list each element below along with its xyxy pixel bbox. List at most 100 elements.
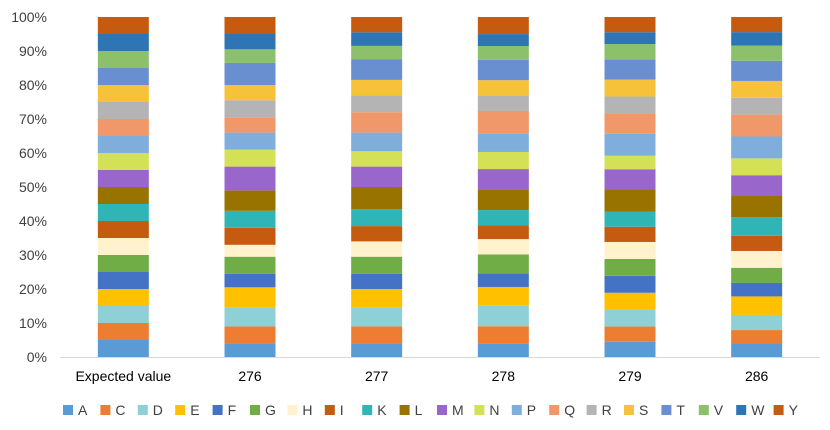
x-tick-label: Expected value (75, 368, 171, 384)
bar-segment-K (351, 209, 403, 227)
bar-segment-C (604, 326, 656, 342)
legend-label: A (78, 402, 88, 418)
bar-segment-A (351, 343, 403, 357)
bar-segment-E (731, 296, 783, 315)
bar-segment-W (731, 32, 783, 46)
bar-segment-N (604, 155, 656, 170)
bar-segment-L (604, 189, 656, 212)
y-tick-label: 100% (11, 9, 47, 25)
bar-segment-Q (97, 119, 149, 136)
bar-segment-H (731, 250, 783, 268)
bar-segment-A (477, 343, 529, 357)
legend-label: R (602, 402, 612, 418)
bar-segment-S (97, 85, 149, 102)
bar-segment-H (224, 244, 276, 257)
bar-segment-F (604, 275, 656, 293)
legend-label: I (340, 402, 344, 418)
bar-segment-I (224, 227, 276, 245)
bar-segment-S (477, 80, 529, 96)
bar-segment-D (604, 309, 656, 327)
bar-segment-E (97, 289, 149, 306)
legend-label: Y (789, 402, 799, 418)
bar-segment-T (224, 62, 276, 85)
bar-segment-G (477, 254, 529, 274)
bar-segment-V (604, 44, 656, 60)
bar-segment-C (351, 326, 403, 344)
bar-segment-N (224, 149, 276, 167)
y-tick-label: 70% (19, 111, 47, 127)
bar-segment-L (351, 187, 403, 210)
bar-segment-N (351, 151, 403, 167)
bar-segment-W (97, 34, 149, 51)
bar-segment-M (477, 169, 529, 190)
bar-segment-M (97, 170, 149, 187)
bar-segment-G (604, 258, 656, 276)
bar-segment-Q (604, 113, 656, 134)
legend-swatch (736, 405, 747, 415)
bar-segment-F (351, 273, 403, 289)
bar-segment-D (224, 307, 276, 327)
legend-label: L (415, 402, 423, 418)
bar-segment-W (351, 32, 403, 46)
bar-segment-V (351, 45, 403, 60)
legend-label: E (190, 402, 199, 418)
bar-segment-S (604, 79, 656, 97)
y-tick-label: 0% (27, 349, 47, 365)
legend-swatch (63, 405, 73, 415)
bar-segment-Q (477, 110, 529, 134)
bar-segment-E (351, 289, 403, 308)
legend-swatch (100, 405, 111, 415)
bar-segment-T (477, 59, 529, 81)
legend-label: W (751, 402, 765, 418)
legend-label: F (228, 402, 237, 418)
bar-segment-G (731, 267, 783, 283)
bar-segment-F (731, 282, 783, 297)
bar-segment-V (731, 45, 783, 61)
bar-segment-I (351, 226, 403, 242)
legend-label: G (265, 402, 276, 418)
bar-stacks (97, 17, 783, 357)
bar-segment-A (97, 340, 149, 357)
bar-segment-V (224, 49, 276, 63)
bar-segment-E (604, 292, 656, 310)
bar-segment-Q (351, 112, 403, 133)
legend-swatch (773, 405, 784, 415)
legend-label: D (153, 402, 163, 418)
bar-segment-V (477, 46, 529, 60)
bar-segment-D (477, 305, 529, 327)
legend-swatch (437, 405, 447, 415)
bar-segment-R (351, 95, 403, 113)
bar-segment-V (97, 51, 149, 68)
bar-segment-R (224, 100, 276, 118)
bar-segment-M (224, 166, 276, 191)
bar-segment-K (224, 210, 276, 228)
legend-swatch (511, 405, 522, 415)
bar-segment-I (604, 226, 656, 242)
bar-segment-P (731, 136, 783, 159)
bar-segment-N (97, 153, 149, 170)
legend-swatch (287, 405, 298, 415)
bar-segment-W (604, 32, 656, 45)
bar-segment-L (477, 189, 529, 211)
bar-segment-L (731, 195, 783, 218)
legend-swatch (250, 405, 260, 415)
bar-segment-P (351, 132, 403, 152)
bar-segment-K (477, 210, 529, 226)
x-tick-label: 276 (238, 368, 262, 384)
legend-label: Q (564, 402, 575, 418)
bar-segment-I (731, 235, 783, 251)
x-tick-label: 279 (618, 368, 642, 384)
legend-swatch (175, 405, 186, 415)
bar-segment-L (97, 187, 149, 204)
legend-swatch (399, 405, 410, 415)
x-axis: Expected value 276 277 278 279 286 (75, 368, 768, 384)
bar-segment-E (477, 286, 529, 306)
bar-segment-H (604, 241, 656, 259)
bar-segment-G (351, 256, 403, 274)
bar-segment-I (97, 221, 149, 238)
bar-segment-M (351, 166, 403, 187)
bar-segment-E (224, 287, 276, 308)
x-tick-label: 286 (745, 368, 769, 384)
bar-segment-T (604, 59, 656, 80)
